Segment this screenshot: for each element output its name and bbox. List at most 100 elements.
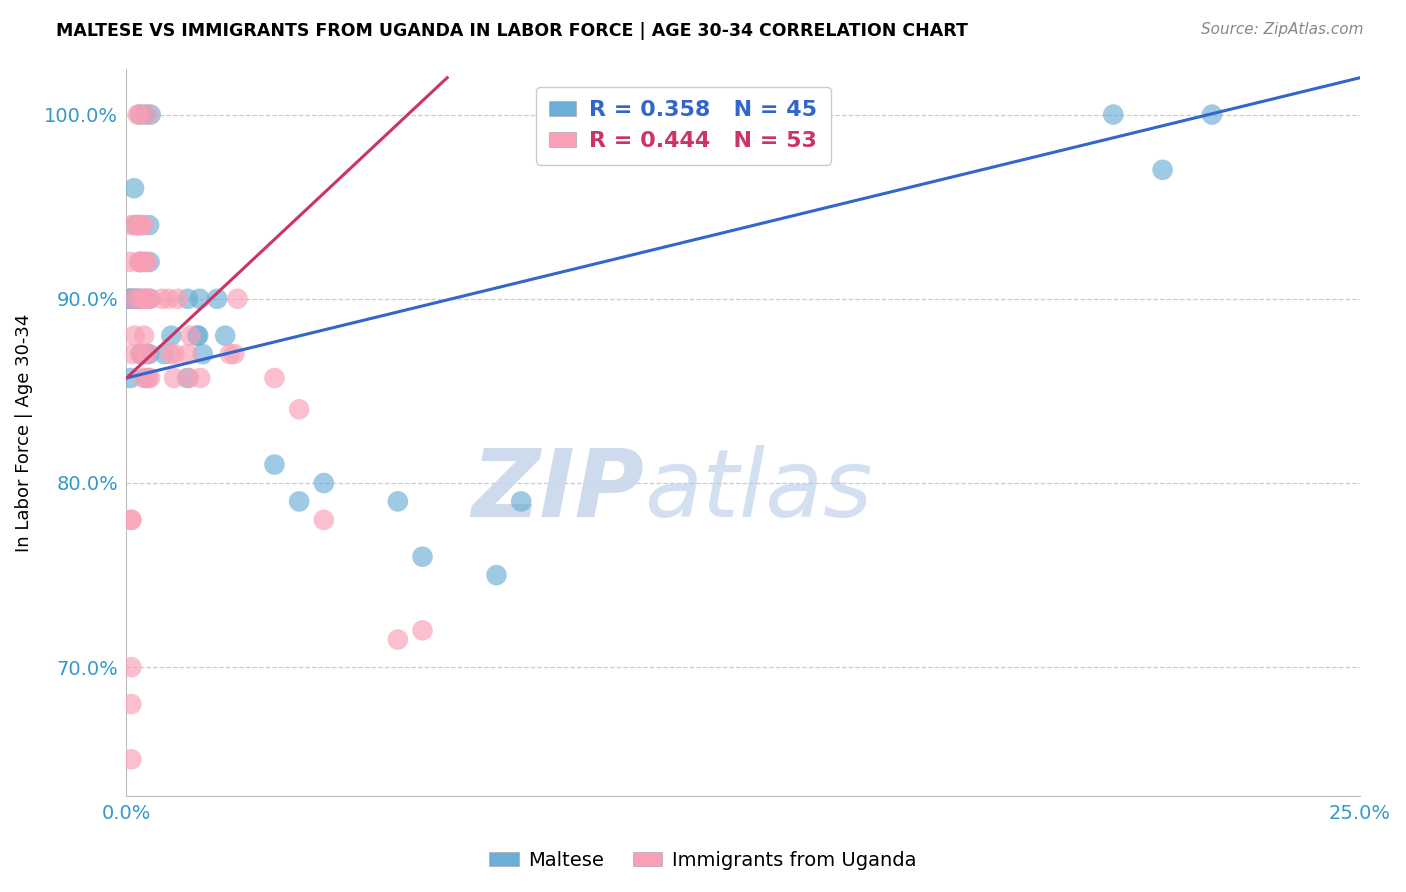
Point xyxy=(128,218,150,232)
Point xyxy=(135,255,157,269)
Point xyxy=(135,347,157,361)
Point xyxy=(186,328,208,343)
Point xyxy=(120,292,142,306)
Point xyxy=(120,697,142,711)
Point xyxy=(132,371,155,385)
Point xyxy=(129,107,152,121)
Point xyxy=(120,660,142,674)
Point xyxy=(127,218,149,232)
Point xyxy=(288,494,311,508)
Point xyxy=(136,371,159,385)
Point xyxy=(120,513,142,527)
Point xyxy=(135,292,157,306)
Point xyxy=(139,107,162,121)
Point xyxy=(129,255,152,269)
Point xyxy=(128,218,150,232)
Point xyxy=(411,624,433,638)
Point xyxy=(128,107,150,121)
Point xyxy=(127,292,149,306)
Point xyxy=(159,347,181,361)
Point xyxy=(128,255,150,269)
Point xyxy=(129,255,152,269)
Point xyxy=(288,402,311,417)
Point xyxy=(124,218,146,232)
Text: atlas: atlas xyxy=(644,445,873,536)
Point xyxy=(387,494,409,508)
Point xyxy=(191,347,214,361)
Point xyxy=(136,347,159,361)
Point xyxy=(135,255,157,269)
Point xyxy=(120,292,142,306)
Point xyxy=(118,255,141,269)
Point xyxy=(176,371,198,385)
Point xyxy=(132,218,155,232)
Point xyxy=(188,371,211,385)
Point xyxy=(136,107,159,121)
Point xyxy=(132,292,155,306)
Point xyxy=(129,255,152,269)
Point xyxy=(120,752,142,766)
Text: MALTESE VS IMMIGRANTS FROM UGANDA IN LABOR FORCE | AGE 30-34 CORRELATION CHART: MALTESE VS IMMIGRANTS FROM UGANDA IN LAB… xyxy=(56,22,969,40)
Point xyxy=(312,513,335,527)
Point xyxy=(1201,107,1223,121)
Text: ZIP: ZIP xyxy=(471,444,644,537)
Point xyxy=(132,292,155,306)
Point xyxy=(134,107,156,121)
Point xyxy=(387,632,409,647)
Point xyxy=(134,292,156,306)
Point xyxy=(139,371,162,385)
Point xyxy=(485,568,508,582)
Point xyxy=(122,181,145,195)
Point xyxy=(128,292,150,306)
Point xyxy=(177,347,200,361)
Point xyxy=(1152,162,1174,177)
Point xyxy=(132,347,155,361)
Point xyxy=(131,347,153,361)
Y-axis label: In Labor Force | Age 30-34: In Labor Force | Age 30-34 xyxy=(15,313,32,551)
Legend: R = 0.358   N = 45, R = 0.444   N = 53: R = 0.358 N = 45, R = 0.444 N = 53 xyxy=(536,87,831,165)
Point xyxy=(124,328,146,343)
Point xyxy=(132,255,155,269)
Point xyxy=(135,371,157,385)
Point xyxy=(166,292,188,306)
Point xyxy=(153,347,176,361)
Point xyxy=(124,292,146,306)
Point xyxy=(150,292,173,306)
Point xyxy=(129,255,152,269)
Point xyxy=(122,292,145,306)
Point xyxy=(138,218,160,232)
Point xyxy=(118,292,141,306)
Point xyxy=(120,513,142,527)
Point xyxy=(219,347,242,361)
Point xyxy=(163,347,186,361)
Point xyxy=(163,371,186,385)
Point xyxy=(205,292,228,306)
Point xyxy=(129,347,152,361)
Point xyxy=(263,371,285,385)
Point xyxy=(121,292,143,306)
Point xyxy=(127,107,149,121)
Text: Source: ZipAtlas.com: Source: ZipAtlas.com xyxy=(1201,22,1364,37)
Point xyxy=(138,255,160,269)
Point xyxy=(214,328,236,343)
Point xyxy=(128,292,150,306)
Point xyxy=(160,328,183,343)
Point xyxy=(139,292,162,306)
Point xyxy=(226,292,249,306)
Point xyxy=(179,371,201,385)
Point xyxy=(411,549,433,564)
Point xyxy=(157,292,180,306)
Point xyxy=(187,328,209,343)
Point xyxy=(179,328,201,343)
Point xyxy=(312,475,335,490)
Point xyxy=(263,458,285,472)
Point xyxy=(138,347,160,361)
Point xyxy=(139,292,162,306)
Point xyxy=(224,347,246,361)
Point xyxy=(120,371,142,385)
Point xyxy=(129,218,152,232)
Point xyxy=(177,292,200,306)
Point xyxy=(121,347,143,361)
Point xyxy=(120,218,142,232)
Point xyxy=(188,292,211,306)
